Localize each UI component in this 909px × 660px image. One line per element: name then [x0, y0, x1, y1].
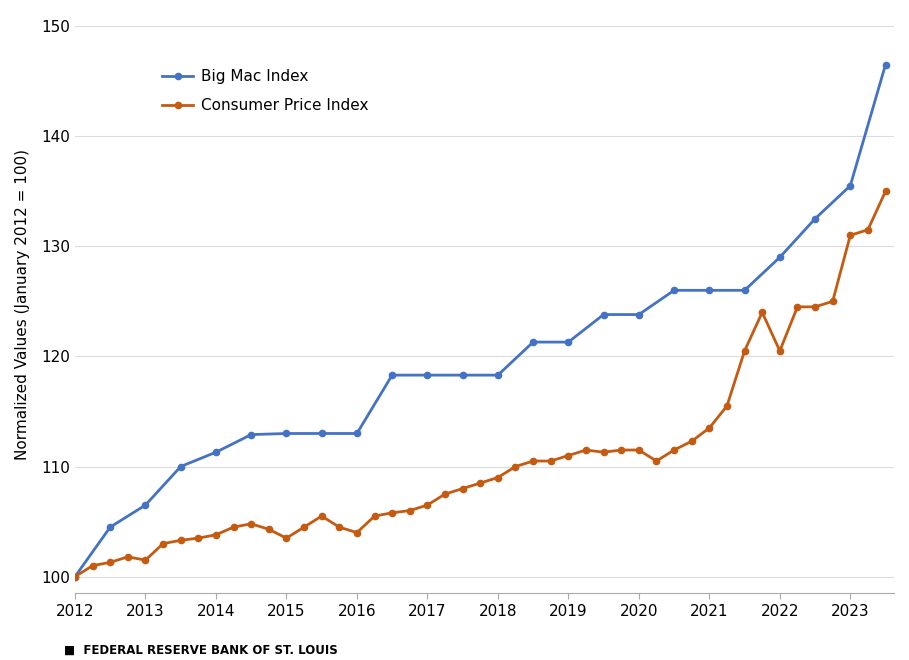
Consumer Price Index — [510, 463, 521, 471]
Consumer Price Index — [334, 523, 345, 531]
Consumer Price Index — [598, 448, 609, 456]
Consumer Price Index — [827, 298, 838, 306]
Consumer Price Index — [474, 479, 485, 487]
Big Mac Index — [493, 371, 504, 379]
Big Mac Index — [527, 338, 538, 346]
Big Mac Index — [105, 523, 115, 531]
Legend: Big Mac Index, Consumer Price Index: Big Mac Index, Consumer Price Index — [156, 63, 375, 119]
Consumer Price Index — [686, 437, 697, 445]
Consumer Price Index — [615, 446, 626, 454]
Big Mac Index — [386, 371, 397, 379]
Big Mac Index — [774, 253, 785, 261]
Consumer Price Index — [527, 457, 538, 465]
Consumer Price Index — [774, 347, 785, 355]
Consumer Price Index — [440, 490, 451, 498]
Consumer Price Index — [87, 562, 98, 570]
Line: Big Mac Index: Big Mac Index — [72, 61, 889, 579]
Big Mac Index — [810, 214, 821, 222]
Consumer Price Index — [422, 501, 433, 509]
Big Mac Index — [563, 338, 574, 346]
Big Mac Index — [634, 311, 644, 319]
Consumer Price Index — [157, 540, 168, 548]
Big Mac Index — [140, 501, 151, 509]
Big Mac Index — [245, 430, 256, 438]
Consumer Price Index — [810, 303, 821, 311]
Big Mac Index — [316, 430, 327, 438]
Consumer Price Index — [123, 553, 134, 561]
Consumer Price Index — [581, 446, 592, 454]
Big Mac Index — [844, 182, 855, 189]
Consumer Price Index — [756, 308, 767, 316]
Text: ■  FEDERAL RESERVE BANK OF ST. LOUIS: ■ FEDERAL RESERVE BANK OF ST. LOUIS — [64, 644, 337, 657]
Consumer Price Index — [281, 534, 292, 542]
Big Mac Index — [739, 286, 750, 294]
Consumer Price Index — [457, 484, 468, 492]
Line: Consumer Price Index: Consumer Price Index — [72, 188, 889, 579]
Consumer Price Index — [140, 556, 151, 564]
Big Mac Index — [880, 61, 891, 69]
Consumer Price Index — [493, 474, 504, 482]
Consumer Price Index — [264, 525, 275, 533]
Consumer Price Index — [722, 402, 733, 410]
Big Mac Index — [422, 371, 433, 379]
Big Mac Index — [704, 286, 714, 294]
Consumer Price Index — [386, 509, 397, 517]
Consumer Price Index — [863, 226, 874, 234]
Consumer Price Index — [651, 457, 662, 465]
Consumer Price Index — [844, 231, 855, 239]
Big Mac Index — [211, 448, 222, 456]
Consumer Price Index — [298, 523, 309, 531]
Consumer Price Index — [316, 512, 327, 520]
Consumer Price Index — [193, 534, 204, 542]
Consumer Price Index — [405, 507, 415, 515]
Big Mac Index — [669, 286, 680, 294]
Consumer Price Index — [880, 187, 891, 195]
Consumer Price Index — [739, 347, 750, 355]
Consumer Price Index — [245, 520, 256, 528]
Consumer Price Index — [105, 558, 115, 566]
Big Mac Index — [457, 371, 468, 379]
Big Mac Index — [352, 430, 363, 438]
Consumer Price Index — [228, 523, 239, 531]
Consumer Price Index — [792, 303, 803, 311]
Consumer Price Index — [352, 529, 363, 537]
Consumer Price Index — [175, 537, 186, 544]
Consumer Price Index — [669, 446, 680, 454]
Consumer Price Index — [369, 512, 380, 520]
Big Mac Index — [598, 311, 609, 319]
Big Mac Index — [69, 573, 80, 581]
Consumer Price Index — [634, 446, 644, 454]
Consumer Price Index — [545, 457, 556, 465]
Consumer Price Index — [211, 531, 222, 539]
Big Mac Index — [281, 430, 292, 438]
Consumer Price Index — [704, 424, 714, 432]
Big Mac Index — [175, 463, 186, 471]
Consumer Price Index — [69, 573, 80, 581]
Consumer Price Index — [563, 451, 574, 459]
Y-axis label: Normalized Values (January 2012 = 100): Normalized Values (January 2012 = 100) — [15, 148, 30, 459]
